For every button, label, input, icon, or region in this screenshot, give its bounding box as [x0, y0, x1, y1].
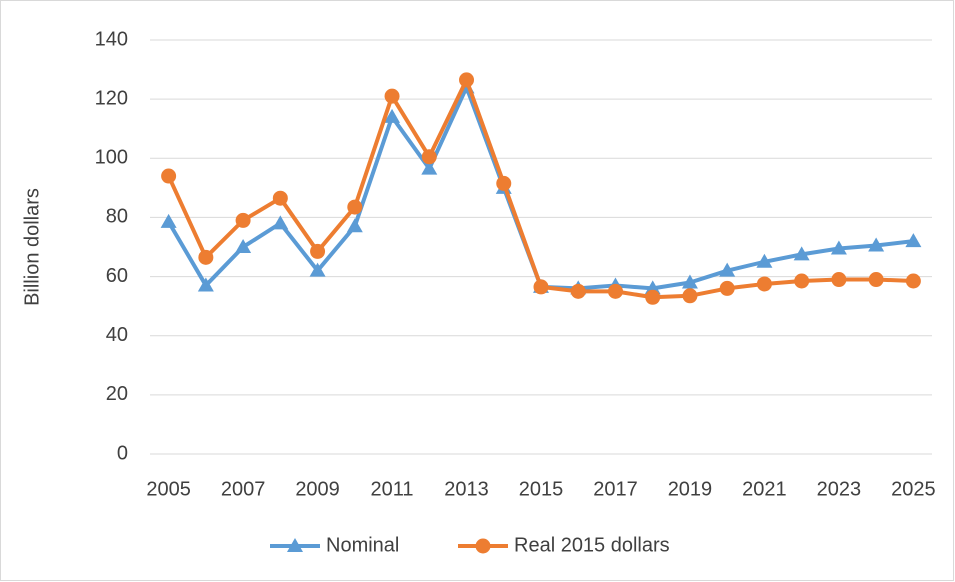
marker — [347, 199, 363, 215]
x-tick-label: 2009 — [295, 478, 340, 500]
marker — [496, 175, 512, 191]
marker — [160, 213, 177, 228]
x-tick-label: 2005 — [146, 478, 191, 500]
marker — [272, 190, 288, 206]
x-tick-label: 2023 — [817, 478, 862, 500]
marker — [831, 272, 847, 288]
y-tick-label: 40 — [106, 324, 128, 346]
marker — [570, 283, 586, 299]
y-tick-label: 100 — [95, 147, 128, 169]
marker — [161, 168, 177, 184]
marker — [346, 218, 363, 233]
marker — [309, 262, 326, 277]
marker — [719, 262, 736, 277]
marker — [287, 538, 303, 552]
x-tick-label: 2007 — [221, 478, 266, 500]
y-tick-label: 20 — [106, 383, 128, 405]
marker — [384, 108, 401, 123]
x-tick-label: 2025 — [891, 478, 936, 500]
marker — [681, 274, 698, 289]
legend-label: Real 2015 dollars — [514, 534, 670, 556]
marker — [868, 237, 885, 252]
marker — [198, 249, 214, 265]
marker — [682, 288, 698, 304]
y-tick-label: 60 — [106, 265, 128, 287]
y-tick-label: 120 — [95, 87, 128, 109]
marker — [235, 212, 251, 228]
legend-label: Nominal — [326, 534, 399, 556]
marker — [533, 279, 549, 295]
marker — [272, 215, 289, 230]
y-tick-label: 80 — [106, 206, 128, 228]
x-tick-label: 2011 — [371, 478, 414, 500]
x-tick-label: 2021 — [742, 478, 787, 500]
marker — [607, 283, 623, 299]
x-tick-label: 2013 — [444, 478, 489, 500]
marker — [421, 160, 438, 175]
marker — [905, 273, 921, 289]
marker — [830, 240, 847, 255]
y-axis-title: Billion dollars — [21, 188, 43, 306]
x-tick-label: 2017 — [593, 478, 638, 500]
marker — [756, 276, 772, 292]
marker — [310, 243, 326, 259]
marker — [475, 538, 491, 554]
marker — [794, 273, 810, 289]
marker — [459, 72, 475, 88]
marker — [905, 233, 922, 248]
marker — [644, 280, 661, 295]
marker — [645, 289, 661, 305]
marker — [384, 88, 400, 104]
marker — [235, 239, 252, 253]
marker — [756, 253, 773, 268]
marker — [793, 246, 810, 261]
marker — [421, 149, 437, 165]
x-tick-label: 2019 — [668, 478, 713, 500]
x-tick-label: 2015 — [519, 478, 564, 500]
marker — [868, 272, 884, 288]
y-tick-label: 140 — [95, 28, 128, 50]
y-tick-label: 0 — [117, 442, 128, 464]
marker — [719, 280, 735, 296]
marker — [197, 277, 214, 292]
